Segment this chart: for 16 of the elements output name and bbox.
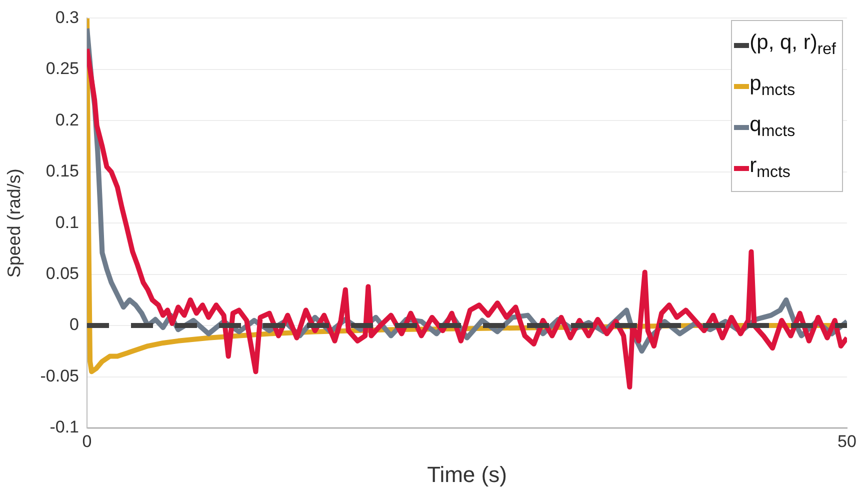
y-axis-title: Speed (rad/s) <box>4 168 24 278</box>
y-tick-label: 0 <box>70 315 79 334</box>
legend-label: r$_{mcts}$ <box>750 154 790 183</box>
legend-label: q$_{mcts}$ <box>750 113 796 142</box>
legend-label: p$_{mcts}$ <box>750 72 796 101</box>
y-tick-label: 0.05 <box>46 264 79 284</box>
y-tick-label: 0.25 <box>46 59 79 78</box>
y-tick-label: 0.3 <box>55 8 79 27</box>
y-tick-label: -0.05 <box>40 366 79 386</box>
x-tick-label: 50 <box>838 432 856 451</box>
y-tick-label: 0.2 <box>55 110 79 130</box>
y-tick-label: 0.1 <box>55 212 79 232</box>
y-tick-label: 0.15 <box>46 162 79 181</box>
x-axis-title: Time (s) <box>427 462 507 487</box>
legend-label: (p, q, r)$_{ref}$ <box>750 31 836 60</box>
y-tick-label: -0.1 <box>50 418 79 437</box>
